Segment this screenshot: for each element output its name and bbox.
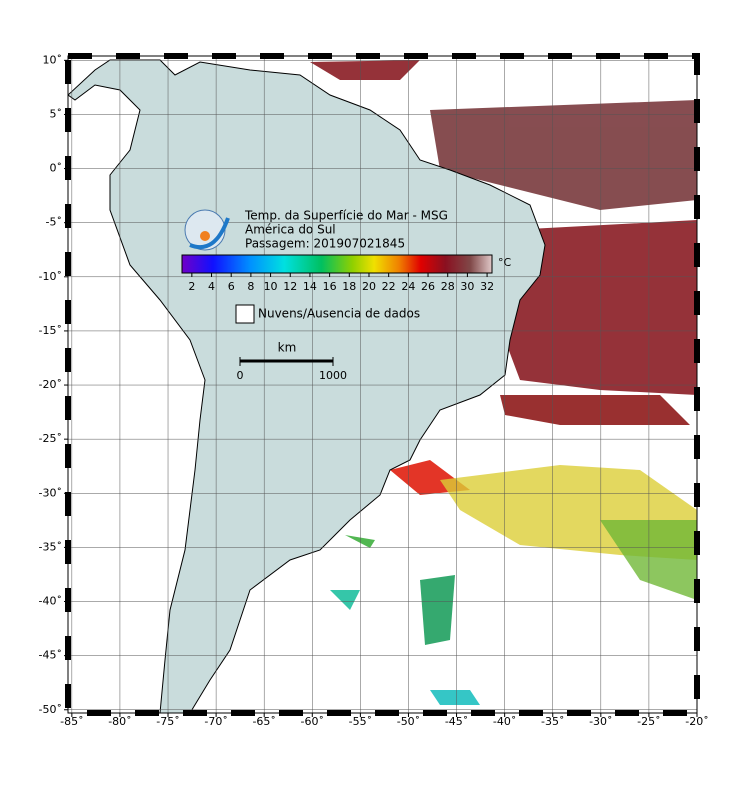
x-tick-label: -70˚ (204, 715, 227, 728)
y-tick-label: -10˚ (39, 270, 62, 283)
x-tick-label: -25˚ (637, 715, 660, 728)
logo (184, 209, 230, 251)
x-tick-label: -30˚ (589, 715, 612, 728)
y-tick-label: -20˚ (39, 378, 62, 391)
colorbar (181, 254, 493, 274)
legend-pass: Passagem: 201907021845 (245, 237, 405, 251)
y-tick-label: 0˚ (50, 162, 63, 175)
no-data-swatch (235, 304, 255, 324)
y-tick-label: -45˚ (39, 649, 62, 662)
x-tick-label: -85˚ (60, 715, 83, 728)
x-tick-label: -60˚ (301, 715, 324, 728)
map-area (68, 56, 697, 713)
legend-title: Temp. da Superfície do Mar - MSG (244, 209, 448, 223)
scale-label: 0 (237, 369, 244, 382)
x-tick-label: -40˚ (493, 715, 516, 728)
legend-region: América do Sul (245, 223, 336, 237)
no-data-label: Nuvens/Ausencia de dados (258, 307, 420, 321)
scale-unit: km (278, 341, 297, 355)
x-tick-label: -65˚ (252, 715, 275, 728)
colorbar-tick-label: 10 (264, 280, 278, 293)
colorbar-tick-label: 8 (247, 280, 254, 293)
y-tick-label: -15˚ (39, 324, 62, 337)
map-border (67, 55, 698, 714)
colorbar-tick-label: 26 (421, 280, 435, 293)
y-tick-label: 10˚ (43, 53, 63, 66)
y-tick-label: -50˚ (39, 703, 62, 716)
x-tick-label: -80˚ (108, 715, 131, 728)
y-tick-label: -30˚ (39, 486, 62, 499)
colorbar-tick-label: 30 (460, 280, 474, 293)
y-tick-label: -35˚ (39, 540, 62, 553)
colorbar-tick-label: 32 (480, 280, 494, 293)
colorbar-tick-label: 14 (303, 280, 317, 293)
x-tick-label: -75˚ (156, 715, 179, 728)
x-tick-label: -45˚ (445, 715, 468, 728)
colorbar-tick-label: 22 (382, 280, 396, 293)
scale-label: 1000 (319, 369, 347, 382)
colorbar-tick-label: 28 (441, 280, 455, 293)
y-tick-label: -5˚ (46, 216, 62, 229)
colorbar-tick-label: 16 (323, 280, 337, 293)
colorbar-tick-label: 18 (342, 280, 356, 293)
x-tick-label: -50˚ (397, 715, 420, 728)
y-tick-label: 5˚ (50, 107, 63, 120)
colorbar-tick-label: 4 (208, 280, 215, 293)
colorbar-unit: °C (498, 256, 512, 269)
colorbar-tick-label: 24 (401, 280, 415, 293)
x-tick-label: -20˚ (685, 715, 708, 728)
colorbar-tick-label: 6 (228, 280, 235, 293)
x-tick-label: -35˚ (541, 715, 564, 728)
colorbar-tick-label: 2 (188, 280, 195, 293)
y-tick-label: -25˚ (39, 432, 62, 445)
y-tick-label: -40˚ (39, 595, 62, 608)
colorbar-tick-label: 20 (362, 280, 376, 293)
x-tick-label: -55˚ (349, 715, 372, 728)
colorbar-tick-label: 12 (283, 280, 297, 293)
